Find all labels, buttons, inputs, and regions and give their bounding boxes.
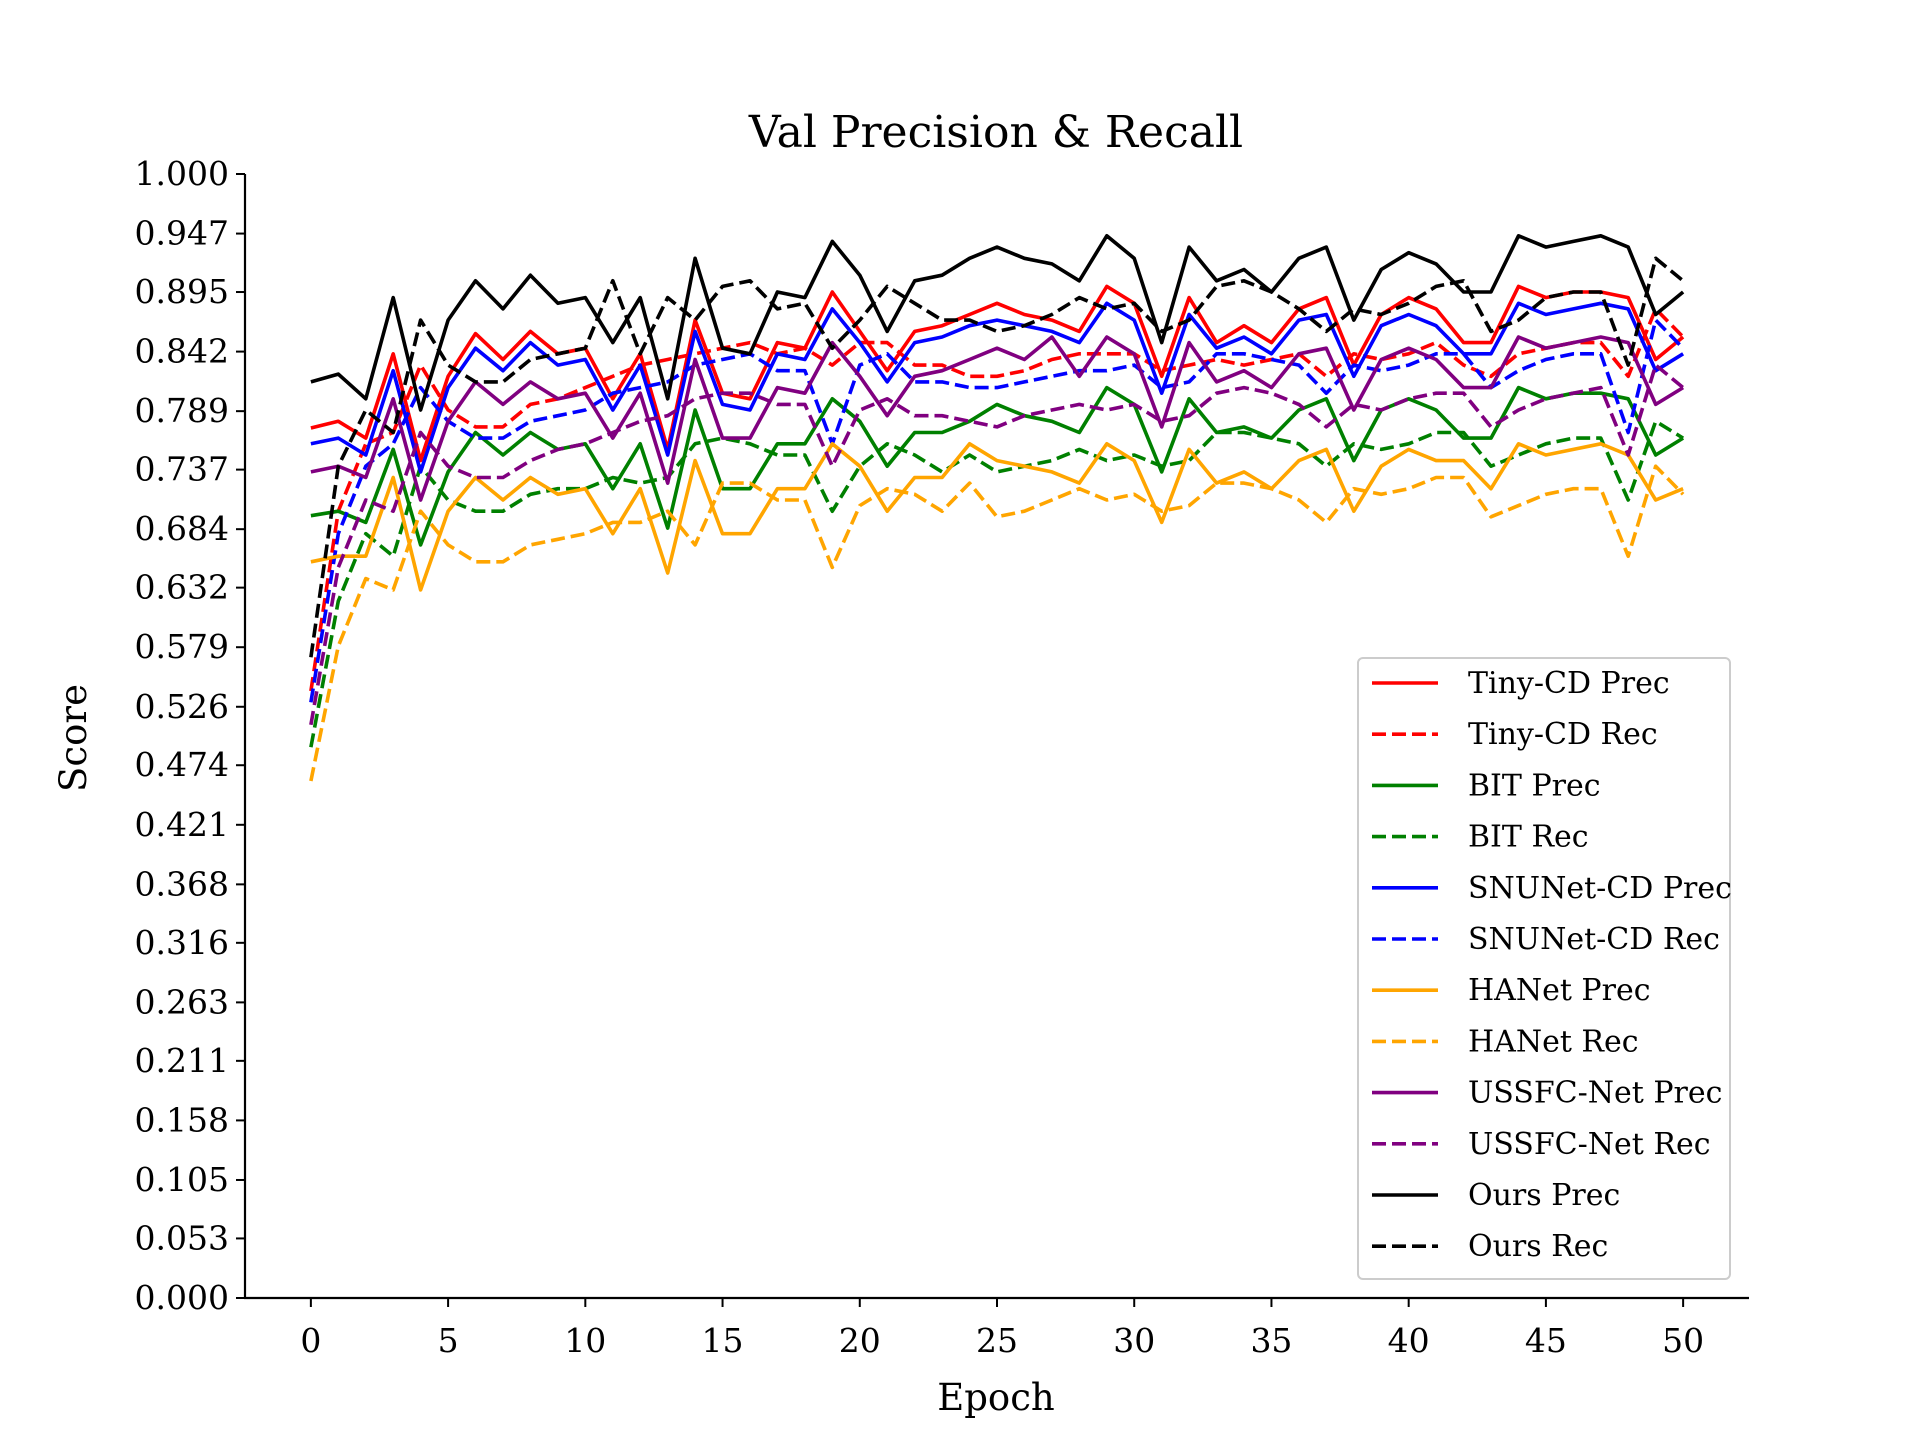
y-tick-label: 0.158 <box>135 1100 229 1139</box>
series-line-tiny-cd-prec <box>310 284 1685 463</box>
legend-label: HANet Prec <box>1468 973 1651 1008</box>
x-tick-label: 15 <box>702 1321 744 1360</box>
legend-label: BIT Rec <box>1468 820 1589 855</box>
series-line-ussfc-net-prec <box>310 335 1685 502</box>
y-tick-label: 0.632 <box>135 568 229 607</box>
legend-items: Tiny-CD Prec Tiny-CD Rec BIT Prec BIT Rec SN… <box>1372 666 1732 1264</box>
x-tick-label: 5 <box>438 1321 459 1360</box>
series-layer <box>309 234 1685 782</box>
x-axis-label: Epoch <box>937 1376 1055 1419</box>
legend-label: USSFC-Net Prec <box>1468 1076 1722 1111</box>
series-line-ours-rec <box>309 256 1685 658</box>
legend-label: HANet Rec <box>1468 1024 1639 1059</box>
x-tick-label: 25 <box>976 1321 1018 1360</box>
series-line-bit-rec <box>309 419 1685 748</box>
series-line-ussfc-net-rec <box>309 363 1685 726</box>
legend-box <box>1357 657 1731 1280</box>
y-tick-label: 0.737 <box>135 450 229 489</box>
legend-label: BIT Prec <box>1468 768 1601 803</box>
legend-label: Tiny-CD Prec <box>1468 666 1670 701</box>
legend-label: Tiny-CD Rec <box>1468 717 1658 752</box>
y-tick-label: 0.526 <box>135 687 229 726</box>
x-tick-label: 30 <box>1113 1321 1155 1360</box>
x-tick-label: 35 <box>1250 1321 1292 1360</box>
y-tick-label: 0.474 <box>135 745 229 784</box>
y-tick-label: 0.211 <box>135 1041 229 1080</box>
x-tick-label: 10 <box>564 1321 606 1360</box>
series-line-snunet-cd-rec <box>309 318 1685 703</box>
y-tick-label: 0.000 <box>135 1278 229 1317</box>
y-ticks: 0.000 0.053 0.105 0.158 0.211 0.263 0.316 0.368… <box>135 154 245 1317</box>
series-line-hanet-prec <box>310 441 1684 592</box>
series-line-ours-prec <box>310 234 1685 412</box>
legend-label: USSFC-Net Rec <box>1468 1127 1711 1162</box>
y-tick-label: 0.684 <box>135 509 229 548</box>
x-tick-label: 0 <box>300 1321 321 1360</box>
x-tick-label: 20 <box>839 1321 881 1360</box>
legend-label: SNUNet-CD Rec <box>1468 922 1720 957</box>
x-tick-label: 45 <box>1525 1321 1567 1360</box>
x-tick-label: 40 <box>1388 1321 1430 1360</box>
legend-label: SNUNet-CD Prec <box>1468 871 1732 906</box>
y-tick-label: 0.316 <box>135 923 229 962</box>
y-tick-label: 0.947 <box>135 214 229 253</box>
x-ticks: 0 5 10 15 20 25 30 35 40 45 50 <box>300 1298 1704 1360</box>
series-line-snunet-cd-prec <box>310 301 1685 474</box>
legend-label: Ours Prec <box>1468 1178 1620 1213</box>
series-line-tiny-cd-rec <box>309 307 1685 692</box>
y-tick-label: 1.000 <box>135 154 229 193</box>
series-line-hanet-rec <box>309 464 1685 782</box>
y-tick-label: 0.895 <box>135 272 229 311</box>
y-tick-label: 0.105 <box>135 1160 229 1199</box>
legend: Tiny-CD Prec Tiny-CD Rec BIT Prec BIT Rec SN… <box>1357 657 1732 1280</box>
y-tick-label: 0.789 <box>135 391 229 430</box>
y-tick-label: 0.421 <box>135 805 229 844</box>
y-tick-label: 0.263 <box>135 982 229 1021</box>
series-line-bit-prec <box>310 385 1685 547</box>
y-tick-label: 0.579 <box>135 627 229 666</box>
y-tick-label: 0.842 <box>135 332 229 371</box>
y-axis-label: Score <box>52 684 95 792</box>
x-tick-label: 50 <box>1662 1321 1704 1360</box>
y-tick-label: 0.368 <box>135 864 229 903</box>
y-tick-label: 0.053 <box>135 1218 229 1257</box>
chart-title: Val Precision & Recall <box>748 107 1243 158</box>
legend-label: Ours Rec <box>1468 1229 1608 1264</box>
